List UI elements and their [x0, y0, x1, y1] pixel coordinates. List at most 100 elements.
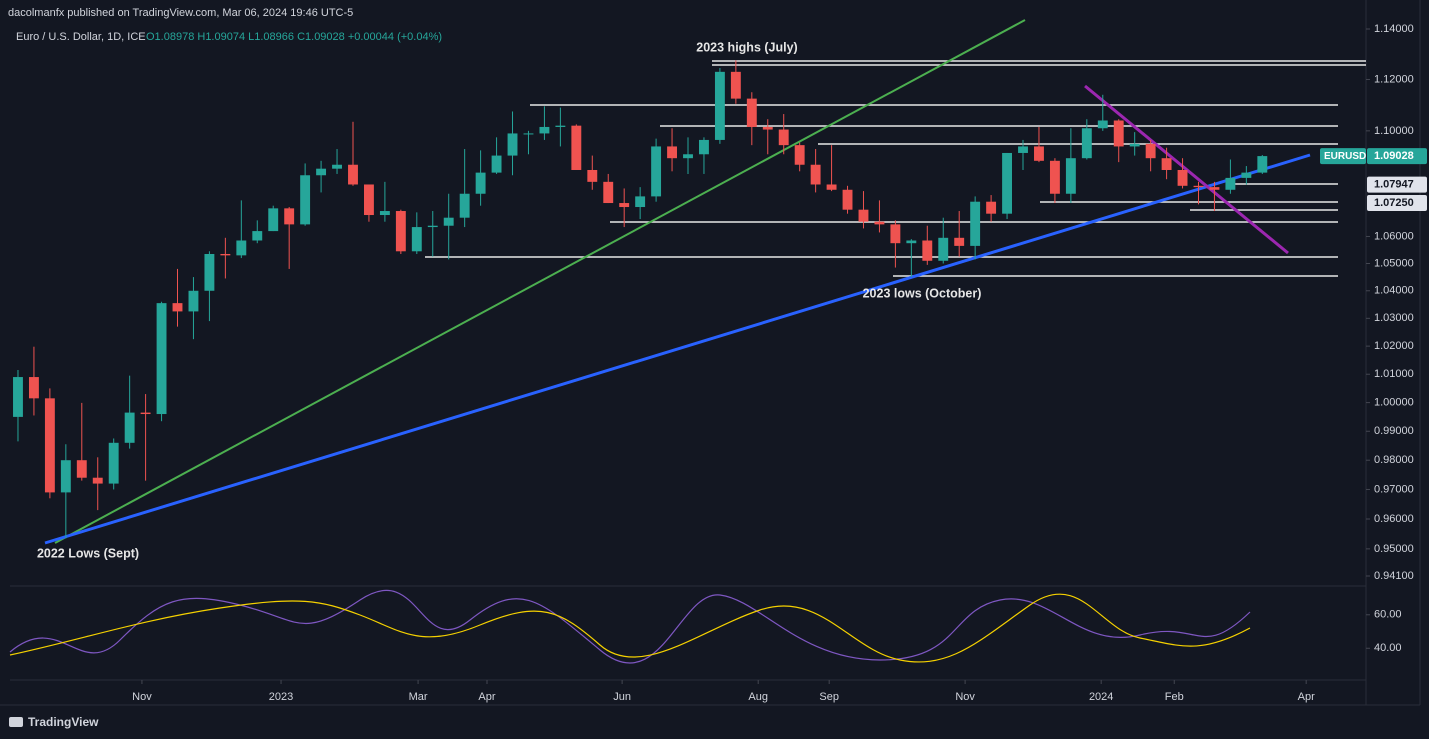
candle-body: [92, 477, 103, 484]
candle-body: [316, 168, 327, 176]
candle-body: [794, 145, 805, 165]
candle-body: [379, 211, 390, 216]
candle-body: [44, 398, 55, 493]
rsi-ma: [9, 593, 1251, 663]
candle-body: [762, 126, 773, 130]
y-tick-label: 1.00000: [1374, 397, 1414, 409]
x-tick-label: Apr: [478, 691, 495, 703]
annotation: 2022 Lows (Sept): [37, 546, 139, 560]
candle-body: [1193, 185, 1204, 188]
candle-body: [874, 221, 885, 225]
candle-body: [555, 125, 566, 127]
x-tick-label: Feb: [1165, 691, 1184, 703]
candle-body: [858, 209, 869, 222]
price-label: 1.07947: [1374, 178, 1414, 190]
candle-body: [427, 225, 438, 228]
x-tick-label: 2024: [1089, 691, 1113, 703]
candle-body: [76, 460, 87, 478]
candle-body: [651, 146, 662, 197]
candle-body: [300, 175, 311, 225]
candle-body: [395, 211, 406, 252]
candle-body: [619, 203, 630, 208]
y-tick-label: 0.96000: [1374, 513, 1414, 525]
trendline: [54, 19, 1026, 544]
candle-body: [970, 201, 981, 246]
price-label-box: [1367, 148, 1427, 165]
candle-body: [954, 237, 965, 246]
candle-body: [28, 377, 39, 399]
candle-body: [1129, 143, 1140, 147]
footer-brand: TradingView: [28, 715, 99, 729]
candle-body: [635, 196, 646, 208]
candle-body: [714, 71, 725, 140]
candle-body: [188, 290, 199, 312]
candle-body: [252, 231, 263, 241]
price-label-box: [1367, 176, 1427, 193]
candle-body: [411, 227, 422, 252]
candle-body: [1177, 169, 1188, 186]
candle-body: [13, 377, 23, 417]
x-tick-label: Sep: [819, 691, 839, 703]
candle-body: [1018, 146, 1028, 153]
candle-body: [1065, 158, 1076, 194]
trendline: [1084, 84, 1289, 255]
candle-body: [730, 71, 741, 99]
candle-body: [890, 224, 901, 244]
candle-body: [204, 253, 215, 291]
candle-body: [842, 189, 853, 210]
candle-body: [587, 169, 598, 182]
candle-body: [156, 303, 167, 415]
candle-body: [683, 154, 693, 159]
candle-body: [236, 240, 247, 256]
price-label-name: EURUSD: [1324, 151, 1366, 162]
candle-body: [1209, 187, 1220, 190]
ohlc: O1.08978 H1.09074 L1.08966 C1.09028 +0.0…: [146, 31, 442, 43]
candle-body: [1145, 143, 1156, 159]
candle-body: [523, 133, 534, 135]
rsi-line: [9, 589, 1251, 664]
candle-body: [491, 155, 502, 173]
price-label-box: [1367, 195, 1427, 212]
y-tick-label: 0.98000: [1374, 454, 1414, 466]
candle-body: [459, 193, 470, 218]
candle-body: [699, 139, 709, 155]
y-tick-label: 0.99000: [1374, 425, 1414, 437]
y-tick-label: 1.06000: [1374, 230, 1414, 242]
candle-body: [1049, 160, 1060, 194]
candle-body: [1161, 158, 1172, 170]
rsi-pane: [9, 589, 1251, 664]
y-tick-label: 0.97000: [1374, 483, 1414, 495]
x-tick-label: Apr: [1298, 691, 1315, 703]
price-label: 1.09028: [1374, 150, 1414, 162]
y-tick-label: 0.94100: [1374, 570, 1414, 582]
candle-body: [268, 208, 279, 232]
candle-body: [571, 125, 582, 170]
annotation: 2023 highs (July): [696, 40, 797, 54]
y-tick-label: 1.10000: [1374, 125, 1414, 137]
candle-body: [124, 412, 135, 443]
price-label-name-box: [1320, 148, 1366, 165]
candle-body: [938, 237, 949, 261]
candle-body: [1225, 177, 1236, 190]
candle-body: [922, 240, 933, 261]
publisher: dacolmanfx published on TradingView.com,…: [8, 7, 353, 19]
candle-body: [443, 217, 454, 226]
candle-body: [1257, 156, 1268, 173]
logo: [9, 717, 23, 727]
candle-body: [826, 184, 837, 190]
candle-body: [1097, 120, 1108, 129]
rsi-tick-label: 40.00: [1374, 642, 1402, 654]
candle-body: [1034, 146, 1044, 161]
x-tick-label: Jun: [613, 691, 631, 703]
x-tick-label: Aug: [748, 691, 768, 703]
candle-body: [906, 240, 917, 244]
candle-body: [1241, 172, 1252, 178]
y-tick-label: 1.02000: [1374, 340, 1414, 352]
price-label: 1.07250: [1374, 197, 1414, 209]
candle-body: [108, 442, 119, 484]
y-tick-label: 1.03000: [1374, 312, 1414, 324]
candle-body: [1002, 152, 1013, 214]
